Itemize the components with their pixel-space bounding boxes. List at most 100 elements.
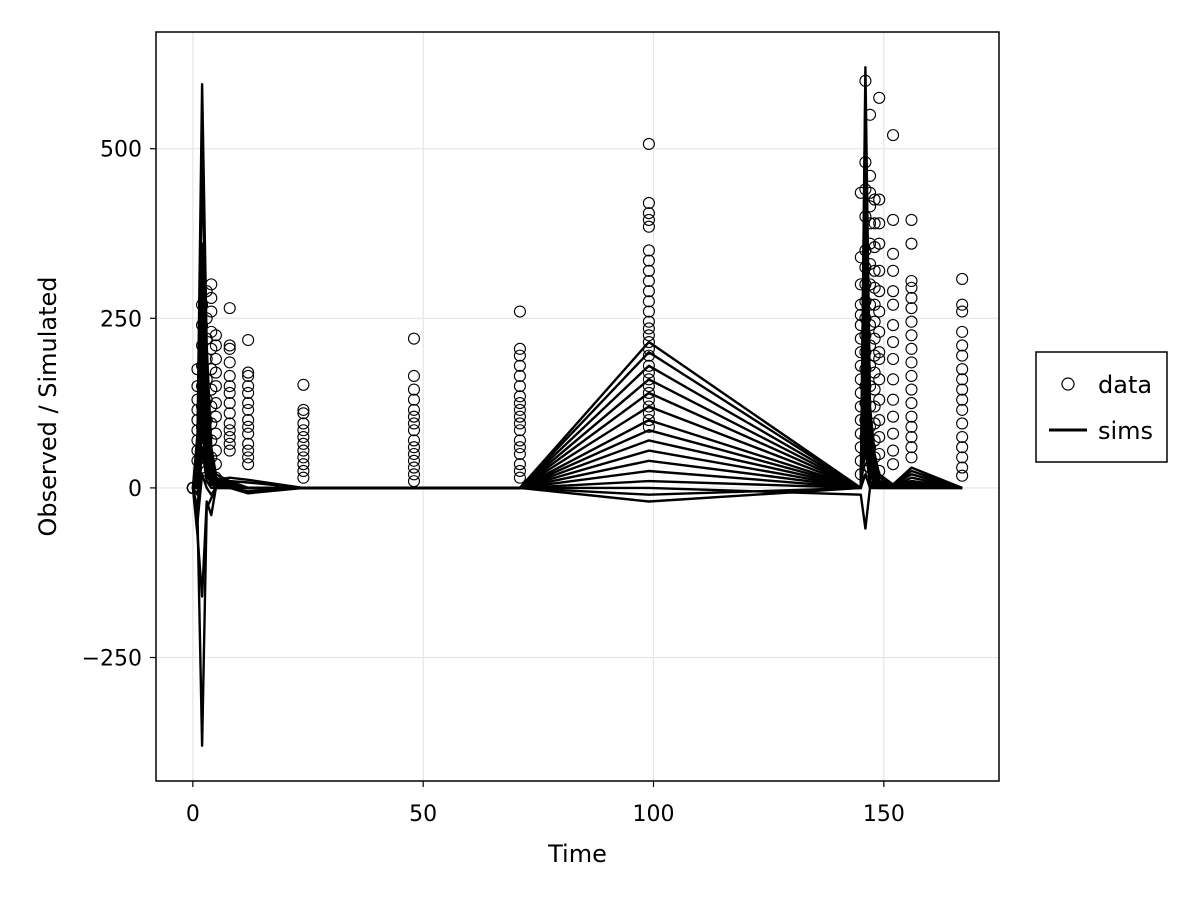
- data-point: [956, 305, 969, 318]
- data-point: [859, 156, 872, 169]
- data-point: [191, 454, 204, 467]
- data-point: [242, 397, 255, 410]
- data-point: [407, 461, 421, 474]
- data-point: [407, 447, 421, 461]
- data-point: [642, 329, 655, 342]
- data-point: [223, 380, 236, 393]
- data-point: [642, 335, 655, 349]
- data-point: [191, 393, 204, 406]
- data-point: [407, 468, 421, 481]
- data-point: [956, 430, 969, 444]
- data-point: [868, 264, 881, 277]
- data-point: [956, 403, 969, 416]
- data-point: [407, 454, 421, 467]
- data-point: [297, 444, 310, 457]
- data-point: [905, 237, 918, 250]
- data-point: [205, 434, 218, 447]
- data-point: [297, 437, 310, 450]
- sims-line: [191, 486, 963, 747]
- data-point: [297, 424, 310, 437]
- data-point: [513, 447, 526, 461]
- data-point: [886, 444, 900, 457]
- data-point: [407, 441, 421, 454]
- data-point: [297, 378, 310, 391]
- data-point: [205, 417, 218, 430]
- data-point: [513, 349, 526, 362]
- data-point: [200, 312, 213, 325]
- data-point: [873, 414, 886, 427]
- data-point: [905, 451, 918, 464]
- data-point: [873, 237, 886, 250]
- data-point: [196, 441, 209, 454]
- y-axis-ticks: −250 0 250 500: [82, 138, 156, 672]
- data-point: [205, 305, 218, 318]
- data-point: [863, 359, 877, 372]
- data-point: [513, 424, 526, 437]
- data-point: [868, 315, 881, 328]
- data-point: [905, 410, 918, 423]
- data-point: [513, 380, 526, 393]
- data-point: [956, 469, 969, 482]
- data-point: [297, 458, 310, 471]
- data-point: [886, 393, 900, 406]
- data-point: [407, 332, 421, 345]
- data-point: [854, 346, 867, 359]
- data-point: [242, 386, 255, 399]
- data-point: [209, 339, 222, 352]
- data-point: [513, 359, 526, 372]
- data-point: [642, 380, 655, 393]
- x-tick-label: 50: [409, 802, 437, 827]
- data-point: [642, 220, 655, 233]
- data-point: [886, 213, 900, 226]
- data-point: [513, 441, 526, 454]
- data-point: [873, 305, 886, 318]
- data-point: [905, 369, 918, 383]
- data-point: [642, 295, 655, 308]
- data-point: [956, 349, 969, 362]
- data-point: [642, 366, 655, 379]
- data-point: [886, 264, 900, 277]
- data-point: [956, 461, 969, 474]
- data-point: [905, 291, 918, 304]
- data-point: [886, 247, 900, 260]
- data-point: [209, 397, 222, 410]
- grid-lines: [156, 32, 999, 781]
- data-point: [242, 444, 255, 457]
- data-point: [642, 285, 655, 298]
- data-point: [642, 420, 655, 433]
- data-point: [863, 441, 877, 454]
- data-point: [886, 427, 900, 440]
- data-point: [205, 291, 218, 304]
- data-point: [642, 207, 655, 220]
- data-point: [956, 363, 969, 376]
- data-point: [209, 329, 222, 342]
- x-tick-label: 100: [633, 802, 675, 827]
- data-point: [407, 424, 421, 437]
- data-point: [242, 458, 255, 471]
- data-point: [886, 298, 900, 311]
- data-point: [242, 437, 255, 450]
- data-point: [513, 403, 526, 416]
- data-point: [642, 254, 655, 267]
- data-point: [297, 451, 310, 464]
- data-point: [873, 193, 886, 206]
- data-point: [196, 319, 209, 332]
- x-axis-ticks: 0 50 100 150: [186, 781, 905, 827]
- data-point: [886, 410, 900, 423]
- data-point: [242, 333, 255, 347]
- data-point: [407, 369, 421, 383]
- data-point: [873, 464, 886, 478]
- data-point: [873, 91, 886, 104]
- data-point: [513, 369, 526, 383]
- data-point: [905, 430, 918, 444]
- data-point: [297, 430, 310, 444]
- data-point: [642, 373, 655, 386]
- data-point: [297, 471, 310, 484]
- data-point: [407, 403, 421, 416]
- data-point: [200, 285, 213, 298]
- data-point: [242, 380, 255, 393]
- data-point: [223, 342, 236, 355]
- data-point: [905, 281, 918, 294]
- data-point: [186, 481, 199, 494]
- y-tick-label: 500: [100, 138, 142, 163]
